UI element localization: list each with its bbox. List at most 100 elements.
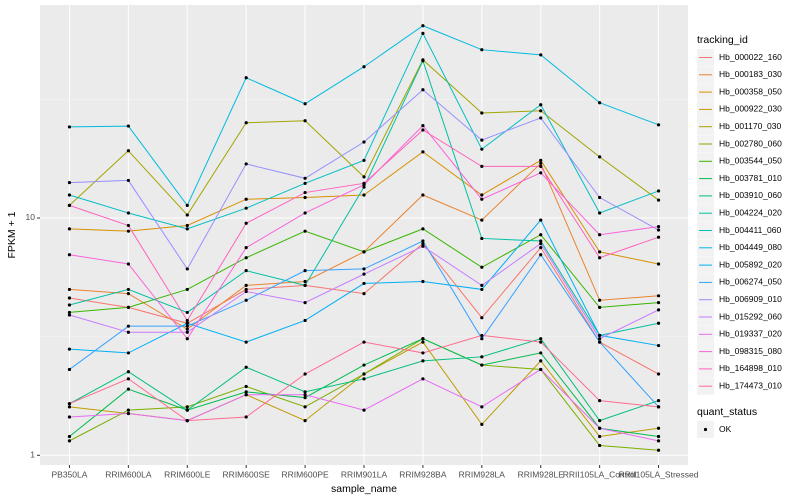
legend-label: Hb_098315_080 xyxy=(719,346,782,356)
data-point xyxy=(126,330,130,334)
data-point xyxy=(67,405,72,409)
x-axis-title: sample_name xyxy=(331,483,397,495)
data-point xyxy=(539,164,543,168)
data-point xyxy=(126,292,130,296)
data-point xyxy=(185,408,189,412)
x-tick-label: RRIM600LA xyxy=(105,469,152,479)
data-point xyxy=(421,124,425,128)
data-point xyxy=(656,262,661,266)
data-point xyxy=(656,343,661,348)
data-point xyxy=(303,318,307,323)
legend-label: Hb_019337_020 xyxy=(719,329,782,339)
data-point xyxy=(598,298,602,302)
data-point xyxy=(421,279,425,284)
data-point xyxy=(185,267,189,271)
data-point xyxy=(185,203,189,207)
data-point xyxy=(421,351,425,355)
data-point xyxy=(67,296,72,300)
data-point xyxy=(539,161,543,165)
data-point xyxy=(539,116,543,120)
data-point xyxy=(480,355,484,359)
data-point xyxy=(303,119,307,123)
data-point xyxy=(421,31,425,35)
data-point xyxy=(67,439,72,443)
data-point xyxy=(480,164,484,168)
data-point xyxy=(539,53,543,57)
data-point xyxy=(303,419,307,423)
data-point xyxy=(244,384,248,389)
data-point xyxy=(362,185,366,189)
data-point xyxy=(480,363,484,367)
data-point xyxy=(126,305,130,309)
data-point xyxy=(598,195,602,200)
data-point xyxy=(480,193,484,197)
data-point xyxy=(480,236,484,241)
data-point xyxy=(362,281,366,286)
data-point xyxy=(185,324,189,328)
data-point xyxy=(126,287,130,292)
x-tick-label: RRIM600PE xyxy=(281,469,329,479)
data-point xyxy=(421,128,425,132)
data-point xyxy=(362,140,366,144)
point-legend-label: OK xyxy=(719,424,732,434)
data-point xyxy=(598,443,602,448)
data-point xyxy=(421,88,425,92)
data-point xyxy=(362,363,366,367)
data-point xyxy=(303,190,307,195)
point-legend-title: quant_status xyxy=(697,406,757,418)
data-point xyxy=(656,434,661,439)
legend-label: Hb_003544_050 xyxy=(719,156,782,166)
data-point xyxy=(656,189,661,193)
data-point xyxy=(303,211,307,215)
data-point xyxy=(303,229,307,233)
y-tick-label: 10 xyxy=(26,212,36,222)
data-point xyxy=(126,411,130,416)
x-tick-label: PB350LA xyxy=(51,469,87,479)
data-point xyxy=(480,422,484,426)
legend-label: Hb_015292_060 xyxy=(719,311,782,321)
data-point xyxy=(67,434,72,439)
data-point xyxy=(421,359,425,363)
data-point xyxy=(480,147,484,151)
data-point xyxy=(421,241,425,246)
legend-label: Hb_001170_030 xyxy=(719,121,782,131)
data-point xyxy=(303,283,307,287)
data-point xyxy=(598,233,602,237)
data-point xyxy=(421,227,425,231)
data-point xyxy=(362,181,366,185)
legend-label: Hb_004449_080 xyxy=(719,242,782,252)
data-point xyxy=(656,123,661,127)
data-point xyxy=(656,448,661,452)
data-point xyxy=(421,150,425,154)
data-point xyxy=(244,390,248,394)
data-point xyxy=(656,300,661,305)
data-point xyxy=(656,198,661,202)
data-point xyxy=(656,439,661,443)
data-point xyxy=(598,398,602,403)
data-point xyxy=(362,272,366,276)
data-point xyxy=(362,377,366,381)
legend-label: Hb_005892_020 xyxy=(719,259,782,269)
data-point xyxy=(362,250,366,254)
data-point xyxy=(539,109,543,113)
data-point xyxy=(303,393,307,397)
data-point xyxy=(303,269,307,273)
data-point xyxy=(303,102,307,106)
data-point xyxy=(421,59,425,63)
data-point xyxy=(303,390,307,394)
data-point xyxy=(244,393,248,397)
data-point xyxy=(185,419,189,423)
data-point xyxy=(539,233,543,237)
data-point xyxy=(67,203,72,207)
data-point xyxy=(244,365,248,369)
legend-label: Hb_006274_050 xyxy=(719,277,782,287)
legend-label: Hb_000922_030 xyxy=(719,104,782,114)
data-point xyxy=(598,333,602,338)
data-point xyxy=(126,408,130,412)
data-point xyxy=(656,224,661,229)
data-point xyxy=(244,121,248,125)
data-point xyxy=(67,227,72,231)
data-point xyxy=(126,223,130,228)
data-point xyxy=(539,103,543,107)
